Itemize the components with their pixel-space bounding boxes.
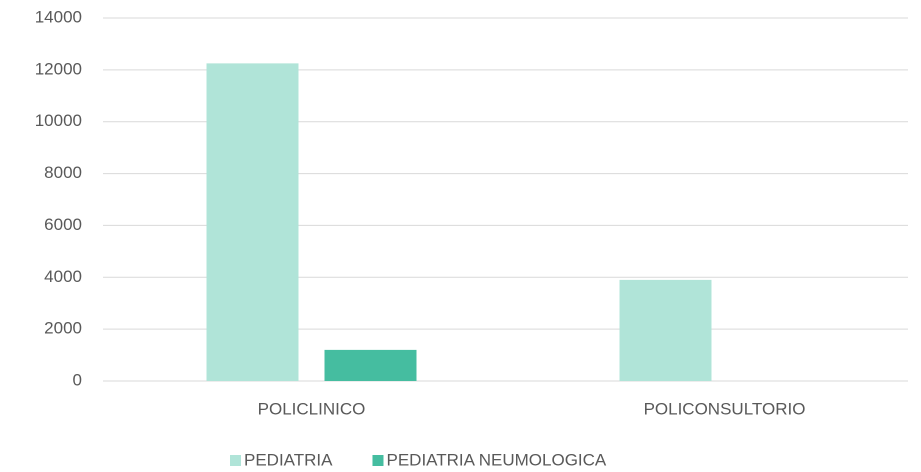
y-tick-label: 12000	[35, 59, 82, 78]
y-tick-label: 14000	[35, 7, 82, 26]
legend-swatch	[372, 455, 384, 466]
y-tick-label: 4000	[44, 267, 82, 286]
x-tick-label: POLICONSULTORIO	[644, 399, 806, 418]
bar	[619, 279, 712, 381]
bar	[324, 349, 417, 381]
x-tick-label: POLICLINICO	[258, 399, 366, 418]
legend-label: PEDIATRIA	[244, 450, 333, 469]
legend-swatch	[230, 455, 241, 466]
y-tick-label: 10000	[35, 111, 82, 130]
y-tick-label: 0	[73, 370, 82, 389]
y-tick-label: 6000	[44, 215, 82, 234]
legend-label: PEDIATRIA NEUMOLOGICA	[386, 450, 606, 469]
bar	[206, 63, 299, 381]
y-tick-label: 8000	[44, 163, 82, 182]
y-tick-label: 2000	[44, 319, 82, 338]
